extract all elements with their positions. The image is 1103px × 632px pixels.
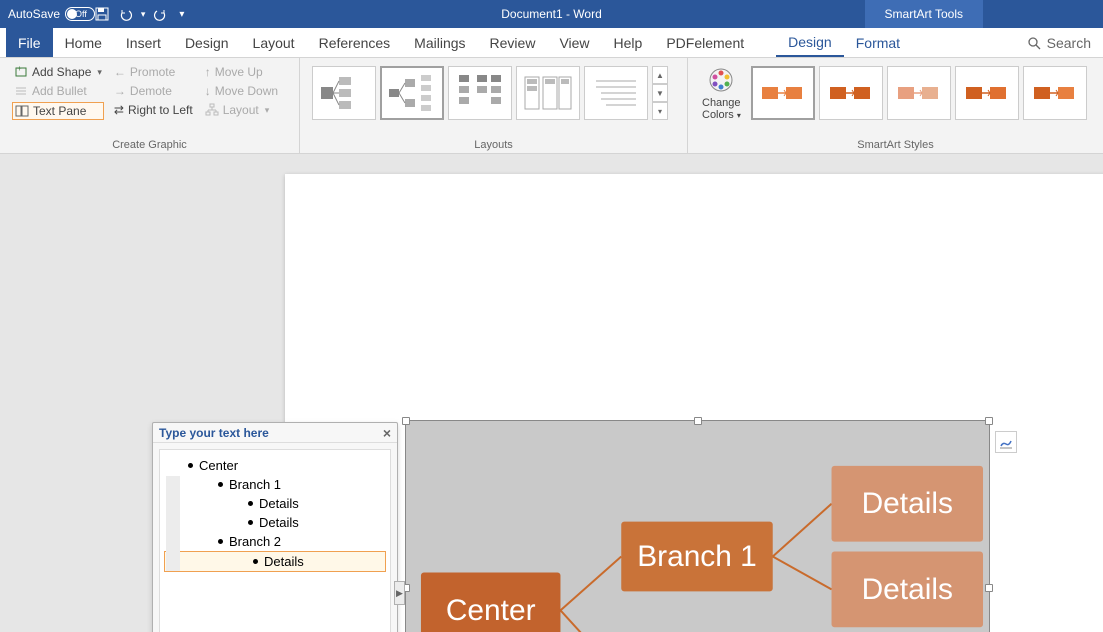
tab-insert[interactable]: Insert [114, 28, 173, 57]
layout-thumb[interactable] [448, 66, 512, 120]
autosave-label: AutoSave [8, 7, 60, 21]
move-down-button[interactable]: ↓Move Down [203, 83, 280, 99]
style-thumb[interactable] [1023, 66, 1087, 120]
tab-references[interactable]: References [307, 28, 403, 57]
redo-icon[interactable] [151, 5, 169, 23]
bullet-icon [218, 539, 223, 544]
close-icon[interactable]: × [383, 425, 391, 441]
document-title: Document1 - Word [501, 7, 601, 21]
layout-thumb[interactable] [584, 66, 648, 120]
connector-line [773, 504, 832, 557]
group-label: Create Graphic [8, 137, 291, 151]
bullet-icon [218, 482, 223, 487]
layout-thumb[interactable] [312, 66, 376, 120]
tab-file[interactable]: File [6, 28, 53, 57]
smartart-node-label[interactable]: Details [862, 487, 953, 520]
rtl-button[interactable]: ⇄Right to Left [112, 102, 195, 118]
contextual-tab-label: SmartArt Tools [865, 0, 983, 28]
layout-thumb[interactable] [380, 66, 444, 120]
undo-icon[interactable] [117, 5, 135, 23]
demote-button[interactable]: →Demote [112, 83, 195, 99]
tab-home[interactable]: Home [53, 28, 114, 57]
gallery-more-icon[interactable]: ▾ [652, 102, 668, 120]
document-canvas[interactable]: Type your text here × CenterBranch 1Deta… [0, 154, 1103, 632]
connector-line [560, 557, 621, 611]
add-bullet-button[interactable]: Add Bullet [12, 83, 104, 99]
text-pane-button[interactable]: Text Pane [12, 102, 104, 120]
tab-pdfelement[interactable]: PDFelement [654, 28, 756, 57]
title-bar: AutoSave Off ▾ ▾ Document1 - Word SmartA… [0, 0, 1103, 28]
ribbon-tabs: FileHomeInsertDesignLayoutReferencesMail… [0, 28, 1103, 58]
style-thumb[interactable] [819, 66, 883, 120]
layouts-gallery: ▲▼▾ [308, 62, 672, 124]
tab-review[interactable]: Review [478, 28, 548, 57]
style-thumb[interactable] [955, 66, 1019, 120]
text-pane-item[interactable]: Branch 1 [160, 475, 390, 494]
connector-line [560, 610, 621, 632]
group-styles: ChangeColors ▾ SmartArt Styles [688, 58, 1103, 153]
bullet-icon [253, 559, 258, 564]
gallery-up-icon[interactable]: ▲ [652, 66, 668, 84]
tab-design[interactable]: Design [173, 28, 241, 57]
text-pane-item[interactable]: Details [160, 513, 390, 532]
tab-format[interactable]: Format [844, 28, 912, 57]
text-pane-tabstrip [166, 476, 180, 571]
tab-mailings[interactable]: Mailings [402, 28, 477, 57]
smartart-node-label[interactable]: Branch 1 [637, 540, 757, 573]
connector-line [773, 557, 832, 590]
layout-thumb[interactable] [516, 66, 580, 120]
quick-access-toolbar: AutoSave Off ▾ ▾ [0, 5, 188, 23]
add-shape-button[interactable]: +Add Shape▾ [12, 64, 104, 80]
ribbon: +Add Shape▾ Add Bullet Text Pane ←Promot… [0, 58, 1103, 154]
bullet-icon [248, 501, 253, 506]
text-pane-list[interactable]: CenterBranch 1DetailsDetailsBranch 2Deta… [159, 449, 391, 632]
resize-handle[interactable] [985, 584, 993, 592]
smartart-diagram[interactable]: CenterBranch 1Branch 2DetailsDetailsDeta… [406, 421, 989, 632]
text-pane-item[interactable]: Details [164, 551, 386, 572]
search-placeholder: Search [1047, 35, 1091, 51]
group-label: SmartArt Styles [696, 137, 1095, 151]
resize-handle[interactable] [694, 417, 702, 425]
save-icon[interactable] [93, 5, 111, 23]
tab-help[interactable]: Help [602, 28, 655, 57]
smartart-selection-frame[interactable]: CenterBranch 1Branch 2DetailsDetailsDeta… [405, 420, 990, 632]
styles-gallery [747, 62, 1091, 124]
text-pane-header: Type your text here × [153, 423, 397, 443]
text-pane-collapse-button[interactable]: ▶ [394, 581, 405, 605]
group-label: Layouts [308, 137, 679, 151]
group-create-graphic: +Add Shape▾ Add Bullet Text Pane ←Promot… [0, 58, 300, 153]
tab-design[interactable]: Design [776, 28, 844, 57]
text-pane-item[interactable]: Center [160, 456, 390, 475]
style-thumb[interactable] [751, 66, 815, 120]
search-box[interactable]: Search [1027, 35, 1091, 51]
layout-options-button[interactable] [995, 431, 1017, 453]
autosave-toggle[interactable]: AutoSave Off [8, 7, 87, 21]
smartart-node-label[interactable]: Details [862, 573, 953, 606]
group-layouts: ▲▼▾ Layouts [300, 58, 688, 153]
svg-text:+: + [17, 65, 22, 73]
change-colors-button[interactable]: ChangeColors ▾ [696, 62, 747, 125]
text-pane: Type your text here × CenterBranch 1Deta… [152, 422, 398, 632]
text-pane-item[interactable]: Branch 2 [160, 532, 390, 551]
text-pane-item[interactable]: Details [160, 494, 390, 513]
smartart-node-label[interactable]: Center [446, 594, 536, 627]
layout-button[interactable]: Layout▾ [203, 102, 280, 118]
style-thumb[interactable] [887, 66, 951, 120]
resize-handle[interactable] [402, 417, 410, 425]
search-icon [1027, 36, 1041, 50]
tab-view[interactable]: View [547, 28, 601, 57]
promote-button[interactable]: ←Promote [112, 64, 195, 80]
resize-handle[interactable] [985, 417, 993, 425]
bullet-icon [248, 520, 253, 525]
bullet-icon [188, 463, 193, 468]
tab-layout[interactable]: Layout [241, 28, 307, 57]
toggle-icon [65, 7, 95, 21]
move-up-button[interactable]: ↑Move Up [203, 64, 280, 80]
gallery-down-icon[interactable]: ▼ [652, 84, 668, 102]
